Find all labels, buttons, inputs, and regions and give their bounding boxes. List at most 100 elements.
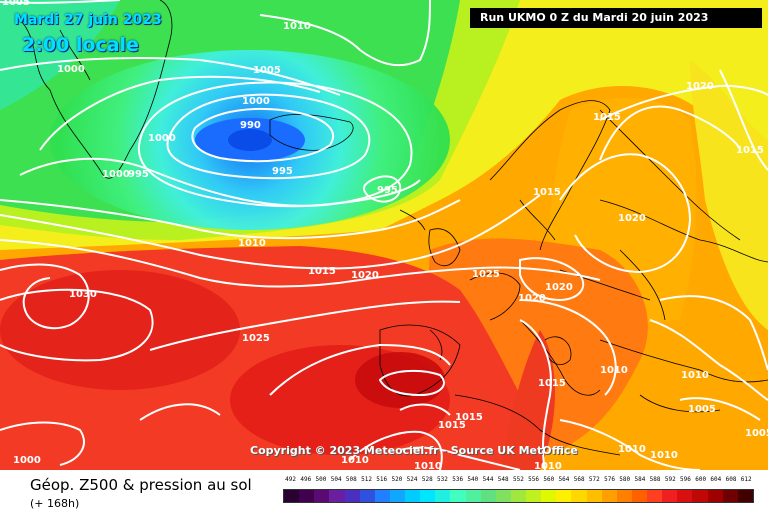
isobar-label: 995 <box>377 185 398 196</box>
scale-swatch <box>707 490 723 502</box>
scale-label: 500 <box>315 476 327 483</box>
scale-label: 552 <box>512 476 524 483</box>
scale-swatch <box>722 490 738 502</box>
scale-label: 604 <box>710 476 722 483</box>
scale-label: 608 <box>725 476 737 483</box>
scale-swatch <box>314 490 330 502</box>
low-core-inner <box>228 129 272 151</box>
isobar-label: 1020 <box>618 213 646 224</box>
forecast-time: 2:00 locale <box>22 34 139 56</box>
zone-deepred-1 <box>0 270 240 390</box>
scale-label: 548 <box>497 476 509 483</box>
isobar-label: 1010 <box>341 455 369 466</box>
scale-swatch <box>510 490 526 502</box>
scale-swatch <box>541 490 557 502</box>
legend-bar: Géop. Z500 & pression au sol (+ 168h) 49… <box>0 470 768 512</box>
isobar-label: 1020 <box>545 282 573 293</box>
zone-red-east <box>500 330 555 470</box>
isobar-label: 1010 <box>534 461 562 470</box>
scale-label: 560 <box>543 476 555 483</box>
scale-swatch <box>420 490 436 502</box>
isobars <box>0 0 768 470</box>
scale-label: 576 <box>604 476 615 483</box>
isobar-label: 1015 <box>438 420 466 431</box>
isobar-label: 1015 <box>455 412 483 423</box>
isobar-label: 1025 <box>242 333 270 344</box>
isobar-label: 1010 <box>650 450 678 461</box>
scale-swatch <box>677 490 693 502</box>
isobar-label: 1000 <box>57 64 85 75</box>
isobar-label: 1020 <box>518 293 546 304</box>
scale-swatch <box>556 490 572 502</box>
map-canvas: 1005 1010 1000 1005 1000 990 1000 995 99… <box>0 0 768 470</box>
scale-label: 520 <box>391 476 403 483</box>
scale-label: 600 <box>695 476 707 483</box>
scale-label: 572 <box>588 476 600 483</box>
zone-deepred-3 <box>355 352 445 408</box>
isobar-label: 1015 <box>593 112 621 123</box>
scale-label: 496 <box>300 476 312 483</box>
isobar-label: 1010 <box>283 21 311 32</box>
scale-swatch <box>631 490 647 502</box>
scale-swatch <box>692 490 708 502</box>
scale-swatch <box>586 490 602 502</box>
scale-label: 556 <box>528 476 540 483</box>
scale-label: 532 <box>437 476 448 483</box>
scale-swatch <box>329 490 345 502</box>
scale-label: 504 <box>330 476 342 483</box>
isobar-label: 1010 <box>600 365 628 376</box>
isobar-label: 1010 <box>618 444 646 455</box>
weather-map: 1005 1010 1000 1005 1000 990 1000 995 99… <box>0 0 768 470</box>
scale-swatch <box>284 490 300 502</box>
scale-label: 508 <box>345 476 357 483</box>
scale-label: 592 <box>664 476 676 483</box>
scale-swatch <box>662 490 678 502</box>
isobar-label: 1025 <box>472 269 500 280</box>
scale-swatch <box>465 490 481 502</box>
scale-swatch <box>389 490 405 502</box>
scale-swatch <box>374 490 390 502</box>
isobar-label: 1010 <box>238 238 266 249</box>
scale-label: 564 <box>558 476 570 483</box>
scale-label: 536 <box>452 476 464 483</box>
scale-swatch <box>601 490 617 502</box>
scale-swatch <box>299 490 315 502</box>
copyright-text: Copyright © 2023 Meteociel.fr - Source U… <box>250 444 578 457</box>
scale-label: 524 <box>406 476 418 483</box>
isobar-label: 990 <box>240 120 261 131</box>
isobar-label: 1015 <box>533 187 561 198</box>
isobar-label: 1015 <box>308 266 336 277</box>
scale-swatch <box>480 490 496 502</box>
scale-swatches <box>283 489 754 503</box>
isobar-label: 1020 <box>351 270 379 281</box>
scale-label: 528 <box>421 476 433 483</box>
isobar-label: 1005 <box>745 428 768 439</box>
scale-swatch <box>344 490 360 502</box>
isobar-labels: 1005 1010 1000 1005 1000 990 1000 995 99… <box>2 0 768 470</box>
map-title: Géop. Z500 & pression au sol <box>30 476 252 494</box>
scale-swatch <box>571 490 587 502</box>
isobar-label: 995 <box>128 169 149 180</box>
scale-swatch <box>359 490 375 502</box>
forecast-range: (+ 168h) <box>30 497 80 510</box>
scale-label: 512 <box>361 476 372 483</box>
scale-label: 568 <box>573 476 585 483</box>
scale-label: 580 <box>619 476 631 483</box>
zone-yellow-east <box>690 60 768 330</box>
model-run-label: Run UKMO 0 Z du Mardi 20 juin 2023 <box>470 8 762 28</box>
scale-label: 540 <box>467 476 479 483</box>
isobar-label: 1030 <box>69 289 97 300</box>
scale-swatch <box>737 490 753 502</box>
scale-swatch <box>435 490 451 502</box>
scale-label: 596 <box>680 476 691 483</box>
scale-swatch <box>450 490 466 502</box>
isobar-label: 1020 <box>686 81 714 92</box>
scale-label: 612 <box>740 476 752 483</box>
scale-swatch <box>616 490 632 502</box>
color-scale: 492 496 500 504 508 512 516 520 524 528 532 536 540 5… <box>283 476 754 506</box>
isobar-label: 1015 <box>736 145 764 156</box>
isobar-label: 1005 <box>2 0 30 8</box>
isobar-label: 1010 <box>414 461 442 470</box>
scale-swatch <box>405 490 421 502</box>
scale-swatch <box>495 490 511 502</box>
